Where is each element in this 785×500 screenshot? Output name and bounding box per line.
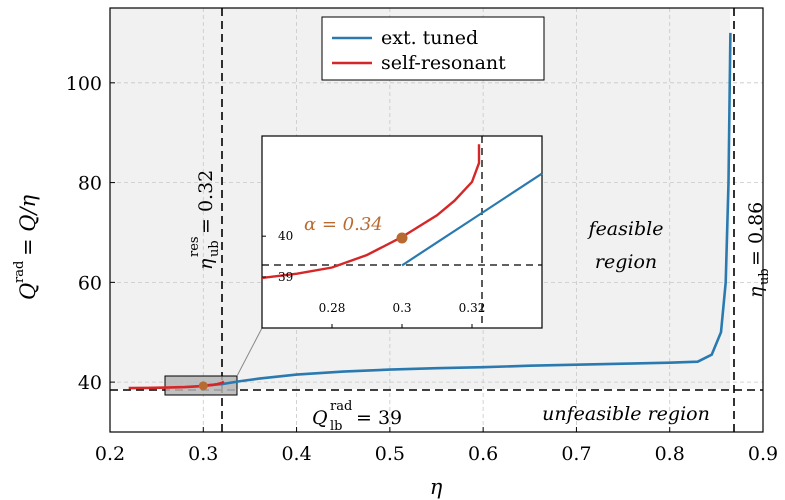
unfeasible-region-bg <box>110 389 763 432</box>
plot-frame <box>109 7 764 433</box>
y-axis-title: Q rad = Q/η <box>12 194 40 300</box>
eta-res-sup: res <box>187 236 202 257</box>
zoom-connector <box>236 327 263 377</box>
right-unfeasible-bg <box>730 8 763 389</box>
y-tick-label: 80 <box>78 173 102 195</box>
eta-res-sub: ub <box>207 240 222 257</box>
inset-series-ext-tuned <box>401 172 543 267</box>
inset-x-tick-label: 0.3 <box>392 301 411 315</box>
inset-x-tick-label: 0.28 <box>319 301 346 315</box>
eta-ub-main: η <box>745 286 767 298</box>
legend-box <box>321 16 545 81</box>
axis-ticks: 0.2 0.3 0.4 0.5 0.6 0.7 0.8 0.9 40 60 80 100 <box>66 73 778 465</box>
inset-x-tick-label: 0.32 <box>459 301 486 315</box>
x-tick-label: 0.4 <box>281 443 311 465</box>
inset-plot: 0.28 0.3 0.32 40 39 α = 0.34 <box>261 135 543 329</box>
eta-ub-value: = 0.86 <box>745 202 767 266</box>
inset-alpha-label: α = 0.34 <box>304 214 383 235</box>
q-lb-label: Q rad lb = 39 <box>312 399 402 434</box>
inset-series-self-resonant <box>261 144 481 280</box>
y-tick-label: 60 <box>78 272 102 294</box>
x-tick-label: 0.9 <box>748 443 778 465</box>
eta-res-label: η res ub = 0.32 <box>187 170 222 270</box>
legend-label-ext-tuned: ext. tuned <box>381 27 478 49</box>
y-tick-label: 40 <box>78 372 102 394</box>
y-axis-title-sup: rad <box>12 261 27 283</box>
q-lb-main: Q <box>312 407 328 429</box>
inset-y-tick-label: 39 <box>278 270 293 284</box>
x-tick-label: 0.3 <box>188 443 218 465</box>
eta-ub-sub: ub <box>757 268 772 285</box>
unfeasible-label: unfeasible region <box>542 403 710 425</box>
x-tick-label: 0.5 <box>375 443 405 465</box>
x-tick-label: 0.7 <box>561 443 591 465</box>
y-tick-label: 100 <box>66 73 102 95</box>
highlight-point <box>198 381 208 391</box>
y-axis-title-rest: = Q/η <box>16 194 40 256</box>
x-tick-label: 0.2 <box>95 443 125 465</box>
legend: ext. tuned self-resonant <box>321 16 545 81</box>
inset-ticks: 0.28 0.3 0.32 40 39 <box>262 229 485 328</box>
feasible-label-line1: feasible <box>587 218 664 240</box>
feasible-label-line2: region <box>595 251 657 273</box>
series-line-self-resonant <box>128 380 225 390</box>
q-lb-sup: rad <box>330 399 352 414</box>
y-axis-title-main: Q <box>16 283 40 300</box>
q-lb-sub: lb <box>330 419 342 434</box>
inset-y-tick-label: 40 <box>278 229 293 243</box>
inset-highlight-point <box>396 232 408 244</box>
eta-res-main: η <box>195 258 217 270</box>
legend-label-self-resonant: self-resonant <box>381 52 506 74</box>
eta-res-value: = 0.32 <box>195 170 217 234</box>
eta-ub-label: η ub = 0.86 <box>745 202 772 298</box>
inset-frame <box>261 135 543 329</box>
x-axis-title: η <box>430 475 443 499</box>
x-tick-label: 0.6 <box>468 443 498 465</box>
q-lb-value: = 39 <box>356 407 402 429</box>
x-tick-label: 0.8 <box>655 443 685 465</box>
series-line-ext-tuned <box>203 32 732 387</box>
